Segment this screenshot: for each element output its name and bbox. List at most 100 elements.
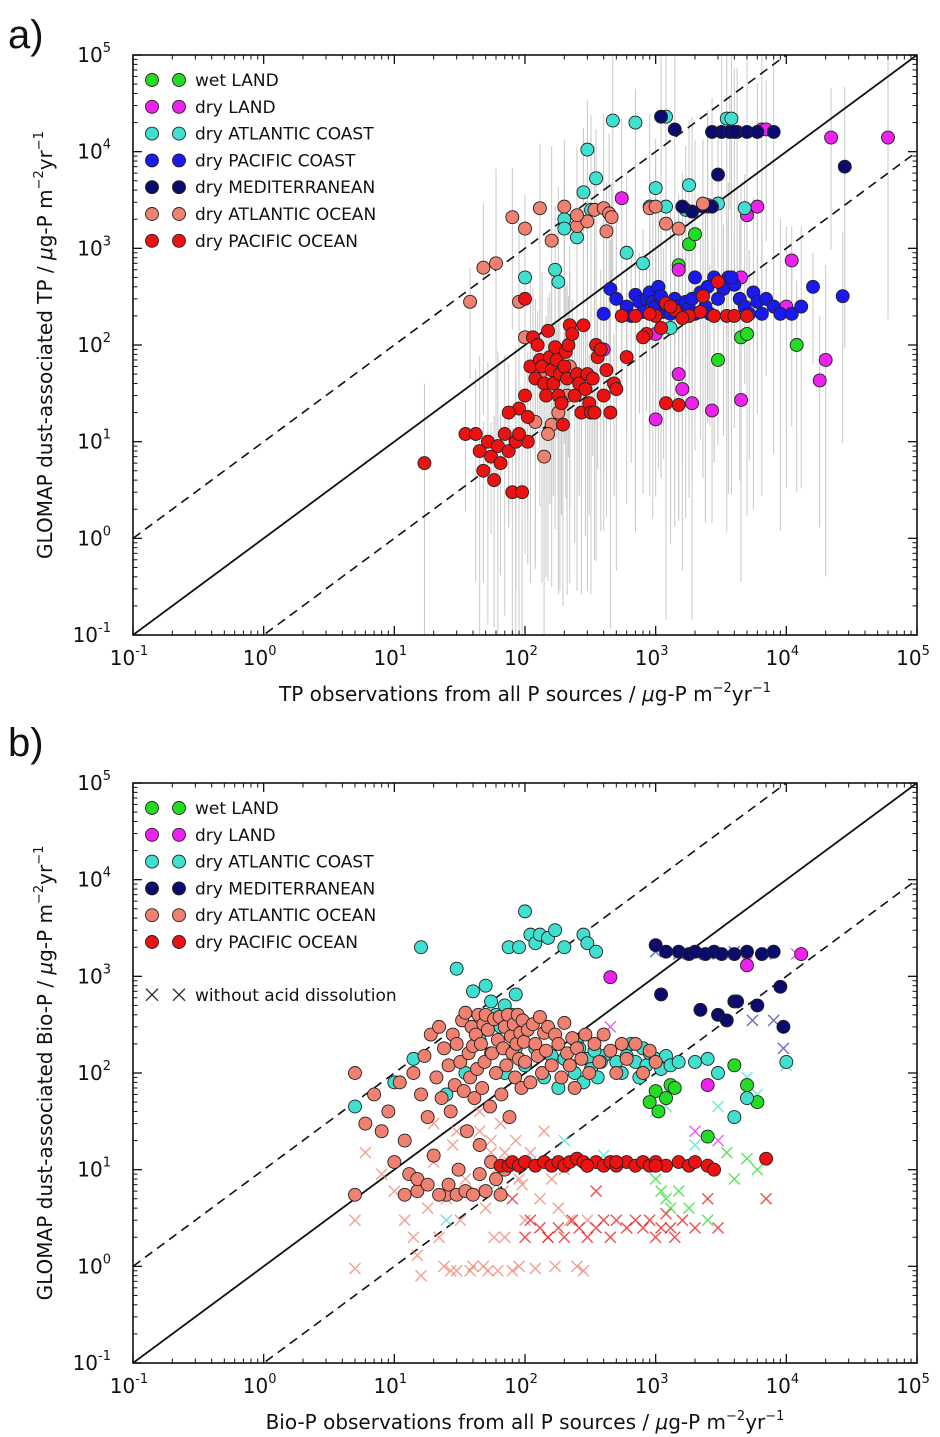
- data-point: [671, 262, 686, 277]
- x-tick-exponent: 1: [399, 1372, 407, 1387]
- data-point: [475, 1081, 490, 1095]
- unit-exponent: −2: [32, 885, 47, 904]
- data-point-x: [542, 1231, 555, 1244]
- data-point: [714, 947, 729, 962]
- data-point: [576, 318, 591, 333]
- y-tick-exponent: 0: [103, 524, 111, 539]
- x-tick-label: 101: [373, 1372, 407, 1398]
- y-tick-label: 10-1: [73, 1349, 111, 1375]
- legend-marker: [172, 99, 186, 114]
- data-point: [682, 178, 696, 193]
- data-point-x: [467, 1260, 479, 1273]
- x-axis-label: TP observations from all P sources / μg-…: [278, 681, 771, 706]
- data-point-x: [533, 1221, 546, 1234]
- data-point: [484, 449, 499, 464]
- legend-marker: [145, 801, 159, 815]
- data-point: [727, 1110, 742, 1125]
- panel-b: b)10-110-1100100101101102102103103104104…: [8, 721, 930, 1434]
- data-point: [727, 1058, 742, 1073]
- data-point: [648, 181, 663, 196]
- series-wet-land: [642, 1058, 765, 1144]
- data-point-x: [720, 1146, 733, 1159]
- data-point: [512, 427, 526, 441]
- data-point-x: [664, 1202, 677, 1215]
- data-point: [593, 342, 608, 357]
- legend-marker: [172, 854, 186, 869]
- data-point: [693, 1002, 708, 1017]
- x-tick-exponent: 4: [791, 644, 799, 659]
- data-point: [675, 311, 690, 326]
- unit-year-exponent: −1: [32, 131, 47, 150]
- data-point-x: [454, 1214, 467, 1227]
- data-point: [578, 1027, 593, 1042]
- data-point: [675, 382, 690, 397]
- data-point: [711, 291, 725, 306]
- x-tick-label: 103: [635, 644, 669, 670]
- data-point: [489, 256, 503, 271]
- unit-year: yr: [732, 682, 753, 706]
- data-point: [544, 1058, 559, 1073]
- x-tick-exponent: 5: [922, 644, 930, 659]
- data-point: [737, 201, 752, 216]
- x-tick-label: 105: [896, 644, 930, 670]
- data-point: [659, 1091, 673, 1106]
- data-point: [659, 944, 673, 959]
- data-point: [541, 427, 555, 441]
- y-tick-exponent: -1: [98, 621, 111, 636]
- data-point: [659, 396, 673, 411]
- unit-year-exponent: −1: [752, 681, 771, 696]
- data-point: [565, 327, 580, 341]
- data-point-x: [689, 1125, 701, 1138]
- data-point: [460, 1124, 474, 1139]
- data-point: [648, 938, 663, 953]
- data-point-x: [668, 1231, 681, 1244]
- y-tick-exponent: 3: [103, 234, 111, 249]
- data-point: [397, 1133, 412, 1148]
- data-point: [429, 1070, 444, 1085]
- data-point: [520, 410, 535, 424]
- data-point: [483, 1099, 497, 1114]
- data-point: [609, 1155, 624, 1169]
- unit-exponent: −2: [32, 170, 47, 189]
- data-point: [544, 233, 559, 248]
- y-tick-label: 100: [77, 524, 111, 550]
- data-point: [654, 109, 669, 124]
- data-point: [541, 323, 555, 338]
- data-point: [614, 191, 629, 206]
- unit-text: g-P m: [33, 904, 57, 962]
- legend-label: dry ATLANTIC COAST: [195, 853, 374, 873]
- data-point-x: [649, 1173, 662, 1186]
- series-dry-mediterranean: [648, 938, 791, 1034]
- data-point: [494, 1087, 509, 1102]
- data-point: [587, 1036, 602, 1051]
- data-point: [730, 994, 745, 1009]
- data-point: [554, 396, 569, 411]
- data-point: [705, 124, 719, 139]
- y-tick-label: 103: [77, 234, 111, 260]
- y-tick-exponent: 1: [103, 1156, 111, 1171]
- series-without-acid-dissolution-pacific: [506, 1185, 773, 1244]
- y-tick-label: 103: [77, 962, 111, 988]
- series-without-acid-dissolution-land: [649, 1146, 764, 1227]
- data-point-x: [577, 1264, 590, 1277]
- unit-year: yr: [745, 1410, 766, 1434]
- data-point: [667, 1081, 682, 1095]
- data-point: [582, 1066, 597, 1080]
- legend-marker: [145, 233, 159, 248]
- data-point-x: [689, 1221, 701, 1234]
- x-tick-label: 105: [896, 1372, 930, 1398]
- data-point: [555, 417, 570, 432]
- data-point: [599, 363, 614, 378]
- data-point: [700, 1051, 715, 1066]
- data-point: [587, 405, 602, 420]
- data-point: [489, 1066, 503, 1080]
- data-point: [596, 306, 611, 321]
- data-point: [570, 208, 584, 223]
- legend-label: dry LAND: [195, 98, 276, 118]
- data-point: [727, 308, 742, 323]
- data-point: [794, 947, 809, 962]
- data-point: [750, 124, 765, 139]
- data-point: [518, 291, 532, 306]
- unit-text: g-P m: [668, 1410, 726, 1434]
